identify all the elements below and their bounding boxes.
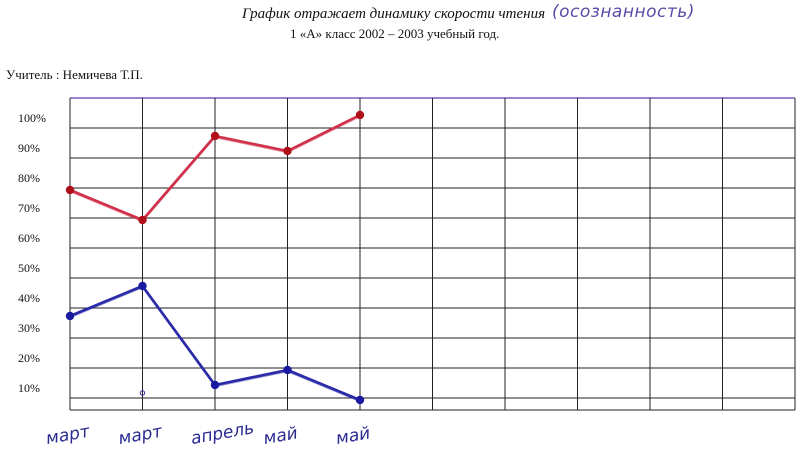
blue-series-point	[283, 365, 292, 375]
chart-subtitle: 1 «А» класс 2002 – 2003 учебный год.	[290, 26, 500, 41]
y-tick-label: 30%	[18, 321, 40, 335]
x-axis-ticks: март март апрель май май	[44, 418, 371, 449]
red-series-point	[355, 110, 365, 120]
y-tick-label: 90%	[18, 141, 40, 155]
y-tick-label: 100%	[18, 111, 46, 125]
y-tick-label: 80%	[18, 171, 40, 185]
blue-series-point	[65, 311, 75, 321]
red-series-point	[283, 146, 292, 156]
y-tick-label: 50%	[18, 261, 40, 275]
y-tick-label: 10%	[18, 381, 40, 395]
teacher-label: Учитель : Немичева Т.П.	[6, 67, 143, 82]
red-series-point	[65, 185, 75, 195]
y-tick-label: 70%	[18, 201, 40, 215]
stray-dot	[139, 390, 146, 396]
red-series-point	[210, 131, 220, 141]
blue-series-point	[210, 380, 220, 390]
chart-grid	[69, 97, 796, 411]
chart-title: График отражает динамику скорости чтения	[242, 6, 546, 22]
x-tick-label: март	[44, 422, 92, 450]
y-tick-label: 20%	[18, 351, 40, 365]
y-tick-label: 60%	[18, 231, 40, 245]
blue-series-point	[355, 395, 365, 405]
x-tick-label: май	[334, 423, 371, 449]
y-tick-label: 40%	[18, 291, 40, 305]
x-tick-label: март	[117, 422, 165, 450]
chart-series	[65, 110, 365, 405]
y-axis-ticks: 100% 90% 80% 70% 60% 50% 40% 30% 20% 10%	[18, 111, 46, 395]
chart-title-handwritten-note: (осознанность)	[552, 2, 695, 22]
blue-series-point	[138, 281, 147, 291]
x-tick-label: апрель	[189, 418, 255, 449]
x-tick-label: май	[262, 423, 299, 449]
red-series-point	[138, 215, 147, 225]
